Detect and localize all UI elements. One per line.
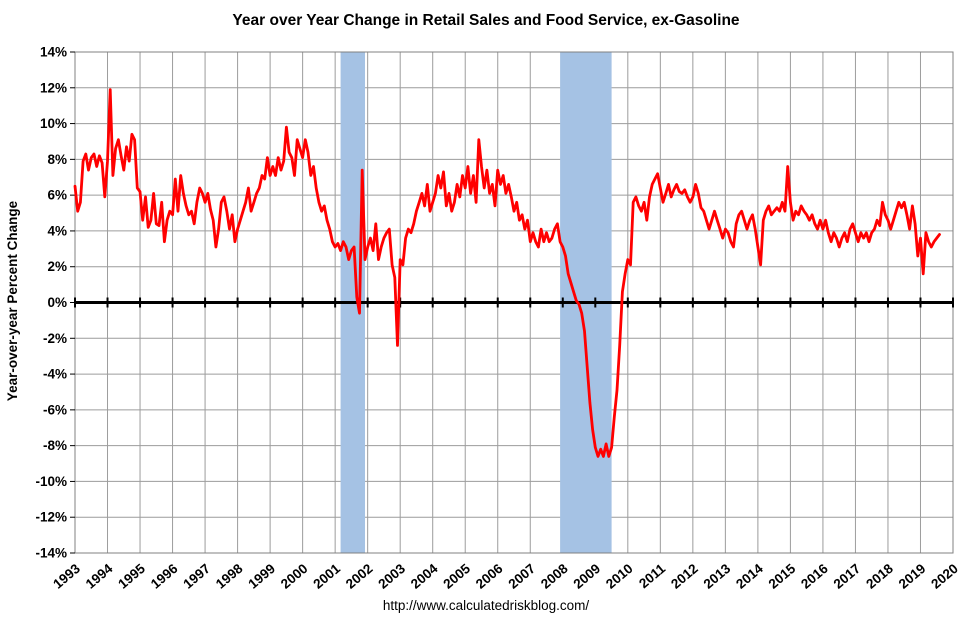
svg-text:2011: 2011 xyxy=(636,560,668,591)
svg-text:-14%: -14% xyxy=(35,546,67,561)
svg-text:2%: 2% xyxy=(47,259,67,274)
svg-text:2003: 2003 xyxy=(375,561,408,592)
y-axis-ticks: 14% 12% 10% 8% 6% 4% 2% 0% -2% -4% -6% -8% -10% -12% -… xyxy=(35,45,75,561)
svg-text:2018: 2018 xyxy=(863,561,896,592)
zero-axis xyxy=(74,297,954,308)
svg-text:2019: 2019 xyxy=(896,561,929,592)
svg-text:10%: 10% xyxy=(40,116,67,131)
svg-text:2010: 2010 xyxy=(603,561,636,592)
source-caption: http://www.calculatedriskblog.com/ xyxy=(382,598,590,613)
svg-text:2009: 2009 xyxy=(571,561,604,592)
svg-text:1995: 1995 xyxy=(115,561,148,592)
svg-text:-8%: -8% xyxy=(43,438,67,453)
svg-text:2014: 2014 xyxy=(733,561,766,592)
svg-text:2001: 2001 xyxy=(310,561,343,592)
svg-text:2007: 2007 xyxy=(506,561,539,592)
svg-text:2020: 2020 xyxy=(928,561,961,592)
svg-text:1994: 1994 xyxy=(83,561,116,592)
svg-text:1999: 1999 xyxy=(245,561,278,592)
svg-text:2000: 2000 xyxy=(278,561,311,592)
svg-text:2006: 2006 xyxy=(473,561,506,592)
svg-text:-2%: -2% xyxy=(43,331,67,346)
svg-text:2016: 2016 xyxy=(798,561,831,592)
svg-text:2017: 2017 xyxy=(831,561,864,592)
svg-text:1993: 1993 xyxy=(50,561,83,592)
svg-text:-10%: -10% xyxy=(35,474,67,489)
svg-text:12%: 12% xyxy=(40,80,67,95)
svg-text:-6%: -6% xyxy=(43,402,67,417)
svg-text:2002: 2002 xyxy=(343,561,376,592)
svg-text:1997: 1997 xyxy=(180,561,213,592)
svg-text:4%: 4% xyxy=(47,223,67,238)
svg-text:2004: 2004 xyxy=(408,561,441,592)
series-line xyxy=(73,88,941,458)
svg-text:-4%: -4% xyxy=(43,367,67,382)
svg-text:14%: 14% xyxy=(40,45,67,60)
svg-text:2013: 2013 xyxy=(701,561,734,592)
svg-text:2005: 2005 xyxy=(440,561,473,592)
svg-text:6%: 6% xyxy=(47,188,67,203)
svg-text:1996: 1996 xyxy=(148,561,181,592)
svg-text:0%: 0% xyxy=(47,295,67,310)
svg-text:1998: 1998 xyxy=(213,561,246,592)
x-axis-ticks: 1993 1994 1995 1996 1997 1998 1999 2000 2001 2002… xyxy=(50,560,961,591)
chart-title: Year over Year Change in Retail Sales an… xyxy=(232,12,740,29)
svg-text:2008: 2008 xyxy=(538,561,571,592)
svg-text:2015: 2015 xyxy=(766,561,799,592)
svg-text:8%: 8% xyxy=(47,152,67,167)
svg-text:2012: 2012 xyxy=(668,561,701,592)
svg-text:-12%: -12% xyxy=(35,510,67,525)
